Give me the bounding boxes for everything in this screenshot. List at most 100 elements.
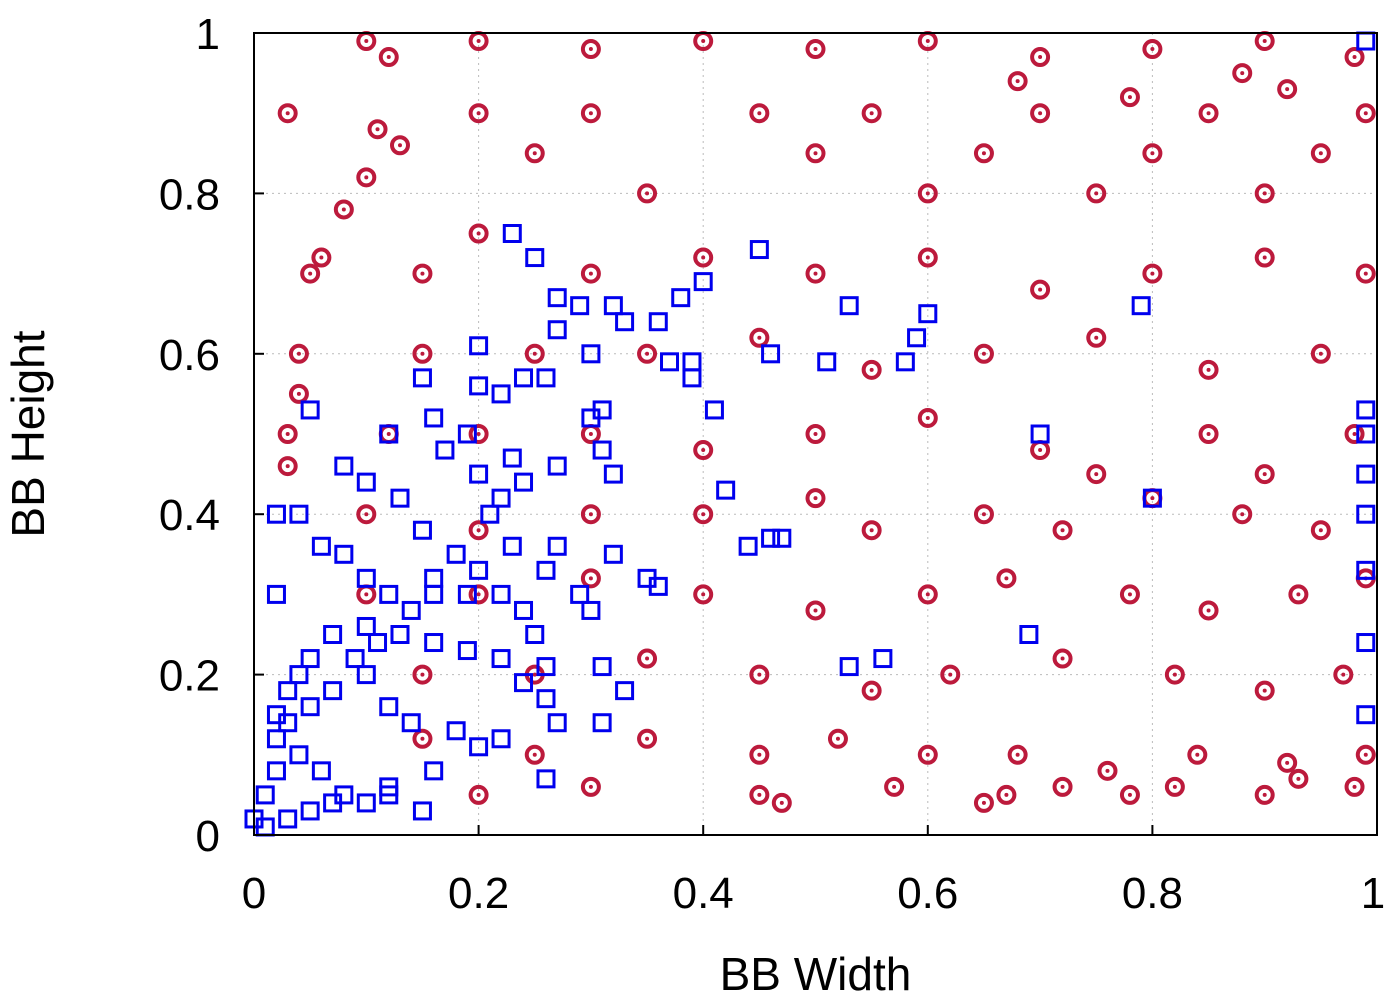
data-point-circle xyxy=(1277,752,1298,773)
data-point-circle xyxy=(693,504,714,525)
data-point-circle xyxy=(524,143,545,164)
data-point-circle xyxy=(917,744,938,765)
x-tick-label: 0.2 xyxy=(448,869,509,918)
data-point-dot xyxy=(1262,191,1267,196)
data-point-circle xyxy=(311,247,332,268)
data-point-dot xyxy=(375,127,380,132)
data-point-square xyxy=(615,312,635,332)
data-point-square xyxy=(603,296,623,316)
data-point-square xyxy=(289,504,309,524)
data-point-dot xyxy=(1206,111,1211,116)
data-point-dot xyxy=(588,47,593,52)
data-point-circle xyxy=(1086,183,1107,204)
data-point-dot xyxy=(1352,432,1357,436)
data-point-circle xyxy=(771,792,792,813)
data-point-dot xyxy=(1150,496,1155,501)
data-point-square xyxy=(547,288,567,308)
data-point-circle xyxy=(1232,63,1253,84)
data-point-square xyxy=(379,584,399,604)
data-point-circle xyxy=(356,167,377,188)
data-point-dot xyxy=(1195,752,1200,757)
data-point-circle xyxy=(1007,744,1028,765)
y-tick-label: 0.4 xyxy=(159,491,220,540)
data-point-dot xyxy=(285,111,290,116)
data-point-square xyxy=(278,713,298,733)
data-point-dot xyxy=(364,512,369,517)
data-point-dot xyxy=(532,351,537,356)
data-point-dot xyxy=(532,151,537,156)
data-point-square xyxy=(356,616,376,636)
data-point-square xyxy=(469,376,489,396)
data-point-square xyxy=(502,536,522,556)
data-point-dot xyxy=(645,656,650,661)
data-point-dot xyxy=(701,448,706,453)
data-point-dot xyxy=(925,191,930,196)
data-point-circle xyxy=(1198,103,1219,124)
data-point-circle xyxy=(580,568,601,589)
data-point-circle xyxy=(524,343,545,364)
data-point-dot xyxy=(1060,784,1065,789)
data-point-square xyxy=(356,472,376,492)
data-point-dot xyxy=(476,39,481,44)
data-point-dot xyxy=(588,271,593,276)
data-point-circle xyxy=(1232,504,1253,525)
data-point-circle xyxy=(1310,520,1331,541)
data-point-square xyxy=(615,681,635,701)
data-point-dot xyxy=(1060,656,1065,661)
data-point-circle xyxy=(917,584,938,605)
data-point-dot xyxy=(1206,608,1211,613)
data-point-square xyxy=(334,456,354,476)
data-point-dot xyxy=(813,47,818,52)
data-point-circle xyxy=(580,263,601,284)
data-point-dot xyxy=(869,688,874,693)
data-point-circle xyxy=(1254,464,1275,485)
y-tick-label: 0.6 xyxy=(159,331,220,380)
data-point-circle xyxy=(973,343,994,364)
data-point-dot xyxy=(981,800,986,805)
data-point-dot xyxy=(701,512,706,517)
data-point-square xyxy=(480,504,500,524)
data-point-dot xyxy=(869,528,874,533)
data-point-circle xyxy=(300,263,321,284)
data-point-dot xyxy=(364,175,369,180)
data-point-circle xyxy=(1310,343,1331,364)
data-point-circle xyxy=(973,504,994,525)
data-point-dot xyxy=(779,800,784,805)
data-point-dot xyxy=(1262,255,1267,260)
data-point-square xyxy=(424,584,444,604)
data-point-circle xyxy=(637,648,658,669)
data-point-circle xyxy=(580,103,601,124)
data-point-dot xyxy=(1172,784,1177,789)
data-point-square xyxy=(581,408,601,428)
data-point-circle xyxy=(805,143,826,164)
data-point-circle xyxy=(805,39,826,60)
data-point-circle xyxy=(917,183,938,204)
data-point-square xyxy=(738,536,758,556)
x-tick-label: 0.4 xyxy=(673,869,734,918)
data-point-dot xyxy=(285,464,290,469)
data-point-square xyxy=(525,248,545,268)
data-point-square xyxy=(704,400,724,420)
data-point-dot xyxy=(1038,448,1043,453)
data-point-square xyxy=(536,368,556,388)
data-point-dot xyxy=(1127,792,1132,797)
data-point-dot xyxy=(1352,784,1357,789)
data-point-circle xyxy=(1198,600,1219,621)
x-tick-label: 0.8 xyxy=(1122,869,1183,918)
data-point-square xyxy=(446,544,466,564)
data-point-dot xyxy=(1038,55,1043,60)
data-point-square xyxy=(412,520,432,540)
data-point-circle xyxy=(1052,520,1073,541)
data-point-circle xyxy=(412,343,433,364)
data-point-dot xyxy=(1240,71,1245,76)
data-point-dot xyxy=(1105,768,1110,773)
data-point-dot xyxy=(420,271,425,276)
data-point-circle xyxy=(749,327,770,348)
data-point-dot xyxy=(869,111,874,116)
data-point-circle xyxy=(1288,584,1309,605)
data-point-square xyxy=(514,368,534,388)
data-point-circle xyxy=(1142,143,1163,164)
data-point-square xyxy=(469,336,489,356)
data-point-square xyxy=(749,240,769,260)
